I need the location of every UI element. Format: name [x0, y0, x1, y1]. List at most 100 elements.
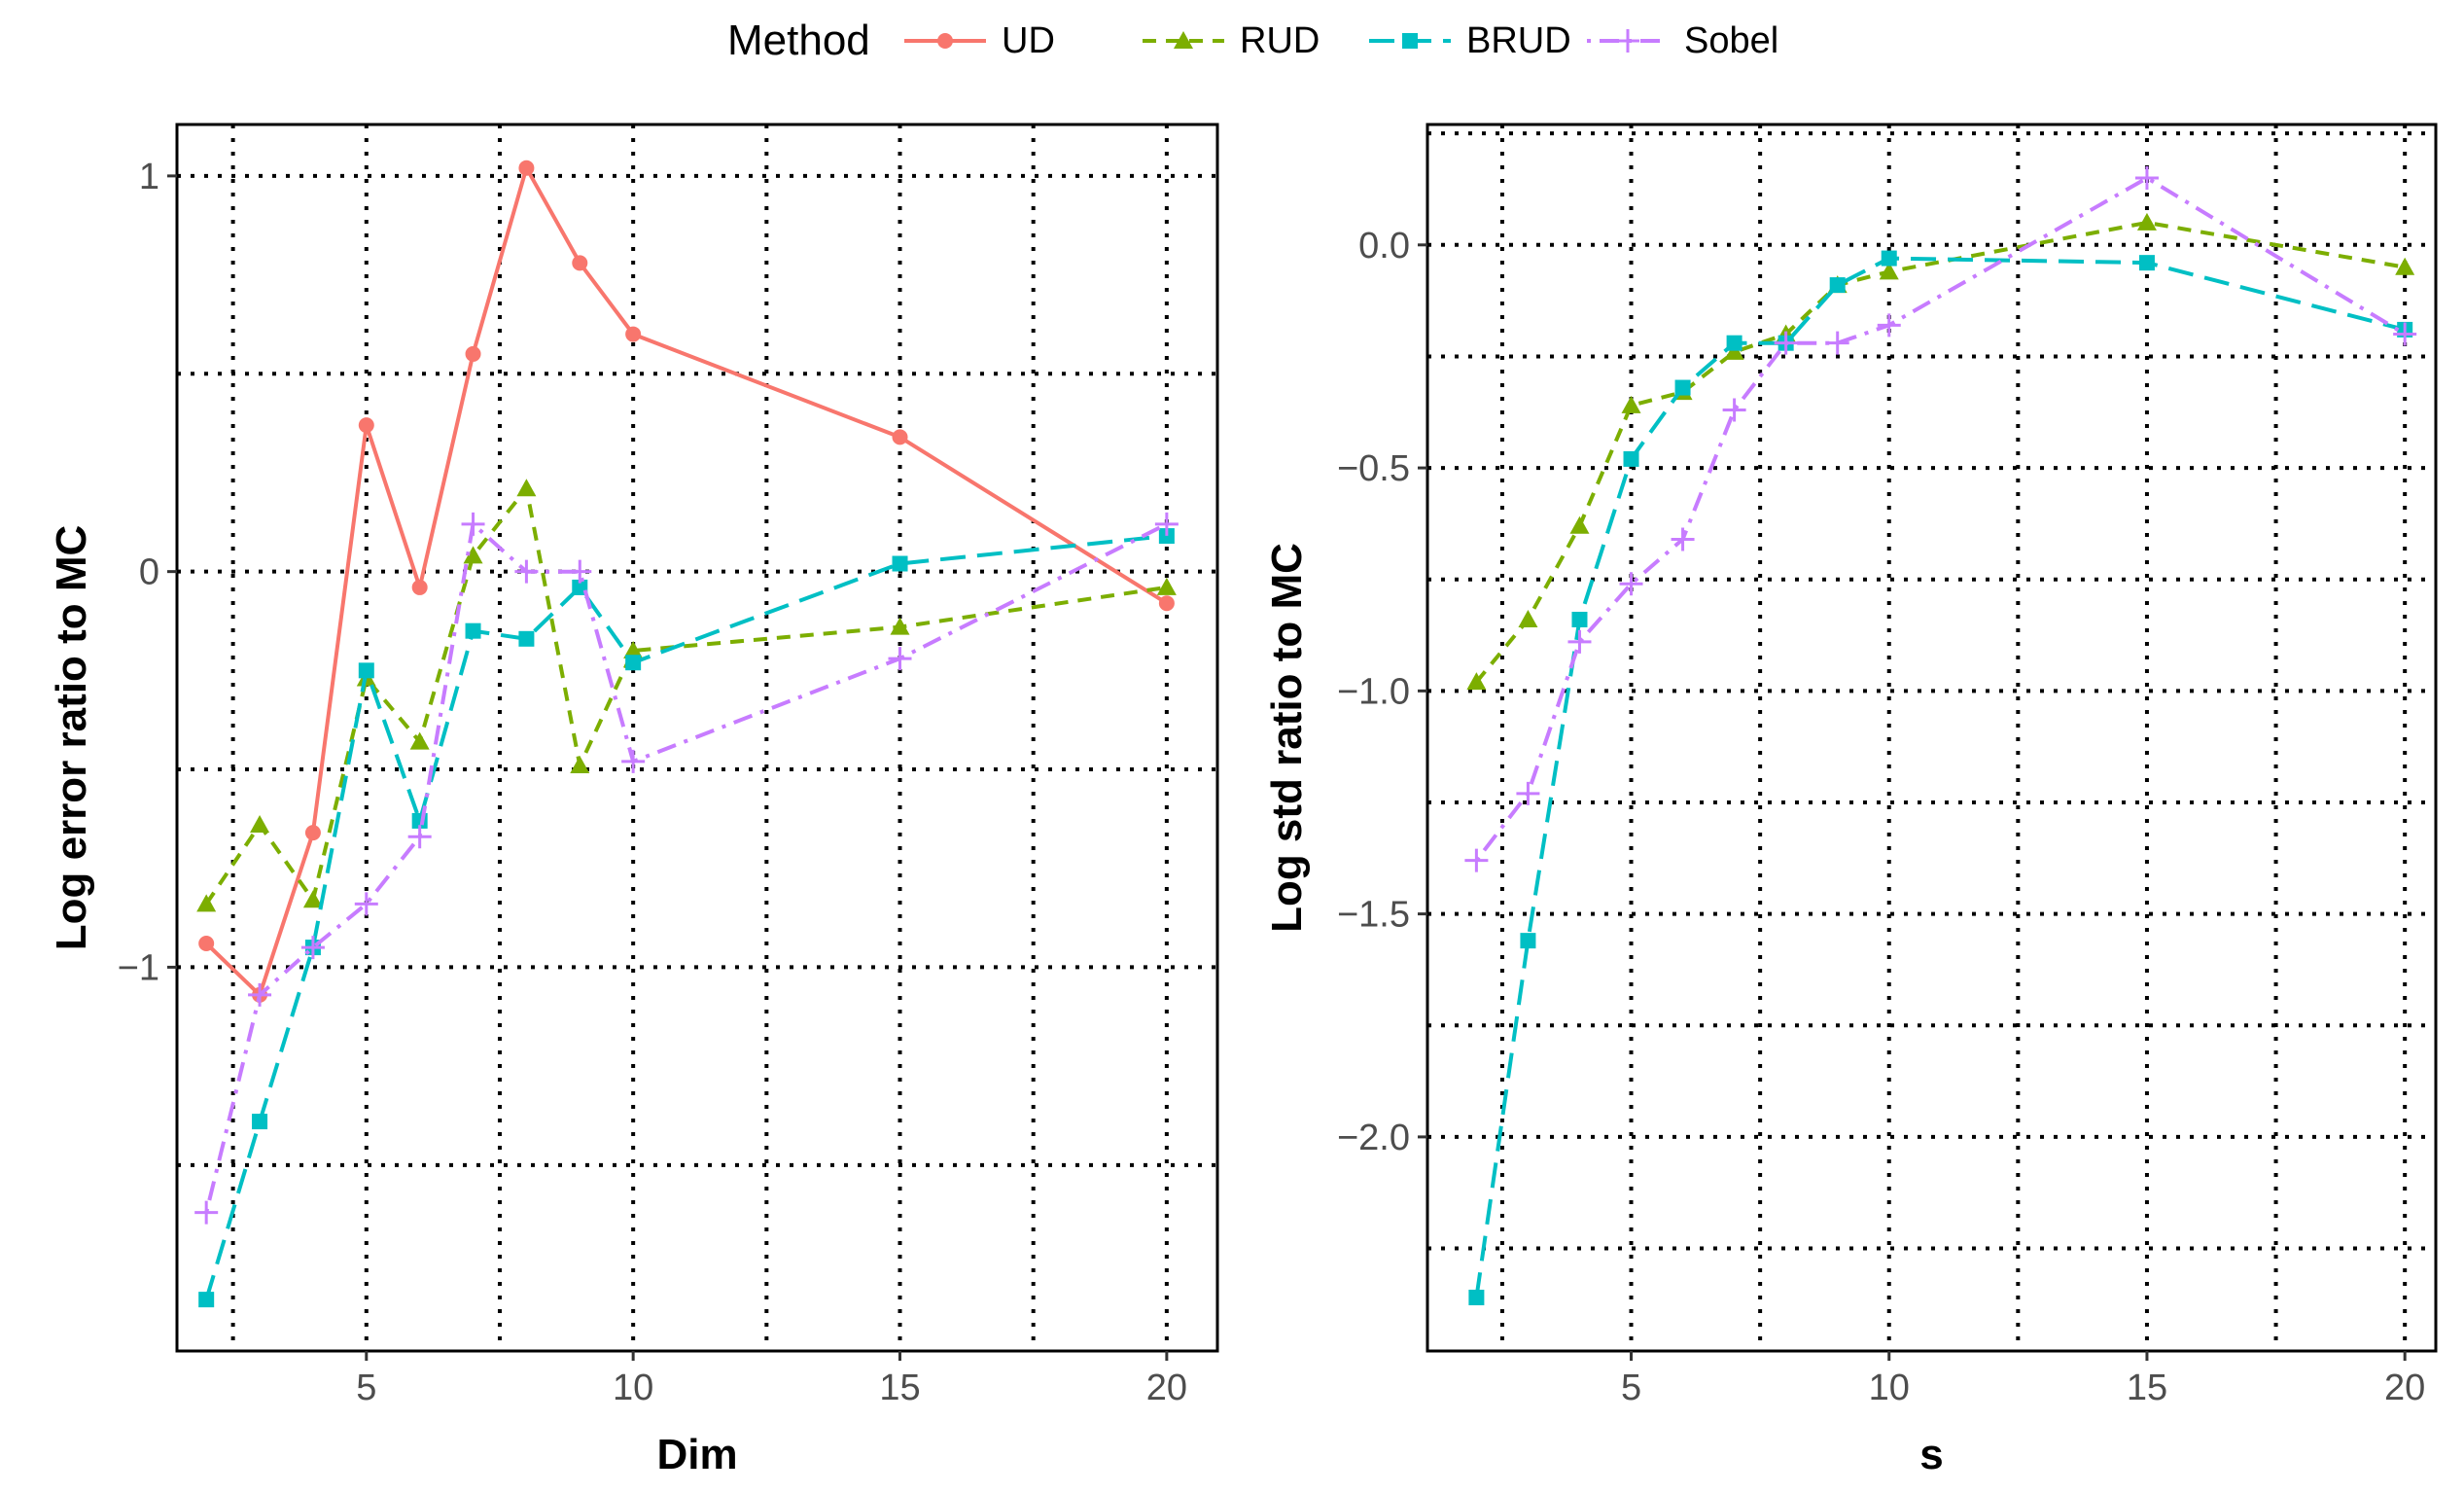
- data-point-rud: [302, 890, 323, 908]
- data-point-sobel: [888, 647, 912, 671]
- data-point-brud: [358, 662, 374, 679]
- data-point-sobel: [354, 892, 378, 916]
- data-point-brud: [1468, 1289, 1485, 1305]
- y-tick-label: −1: [118, 947, 159, 988]
- data-point-ud: [625, 326, 642, 342]
- data-point-rud: [1569, 515, 1590, 534]
- data-point-ud: [304, 825, 321, 841]
- data-point-sobel: [1567, 629, 1592, 654]
- data-point-rud: [1621, 395, 1641, 413]
- series-group: [194, 160, 1179, 1308]
- legend-label-brud: BRUD: [1466, 20, 1571, 61]
- x-tick-label: 5: [356, 1368, 376, 1408]
- data-point-sobel: [621, 749, 646, 773]
- series-brud: [198, 528, 1175, 1308]
- data-point-sobel: [1877, 313, 1901, 338]
- panel-1: 5 10 15 20 −1 0 1 Dim Log error ratio to MC: [48, 123, 1219, 1478]
- data-point-sobel: [1619, 572, 1643, 596]
- data-point-brud: [1674, 379, 1691, 396]
- data-point-rud: [1518, 609, 1538, 627]
- data-point-rud: [409, 731, 430, 750]
- series-line-sobel: [1474, 176, 2407, 862]
- y-tick-label: −0.5: [1337, 448, 1410, 489]
- series-line-ud: [204, 165, 1168, 997]
- data-point-sobel: [1516, 781, 1540, 805]
- x-axis-title: Dim: [656, 1431, 737, 1478]
- y-tick-label: −1.0: [1337, 671, 1410, 712]
- gridlines: [1427, 124, 2436, 1351]
- legend-marker-ud: [937, 33, 953, 49]
- data-point-ud: [465, 345, 481, 362]
- data-point-sobel: [514, 559, 539, 584]
- legend-label-rud: RUD: [1240, 20, 1320, 61]
- data-point-sobel: [2393, 322, 2417, 346]
- series-ud: [198, 160, 1175, 1003]
- y-axis-title: Log error ratio to MC: [48, 525, 95, 951]
- gridlines: [177, 124, 1217, 1351]
- data-point-brud: [1829, 277, 1846, 294]
- data-point-sobel: [407, 825, 432, 849]
- y-tick-label: −1.5: [1337, 895, 1410, 936]
- data-point-sobel: [1825, 331, 1849, 355]
- y-tick-label: 1: [139, 157, 159, 197]
- data-point-ud: [198, 936, 215, 952]
- y-tick-label: 0: [139, 552, 159, 593]
- data-point-ud: [411, 579, 428, 595]
- data-point-sobel: [194, 1200, 219, 1225]
- y-tick-label: −2.0: [1337, 1118, 1410, 1158]
- data-point-rud: [1156, 577, 1177, 595]
- legend-marker-rud: [1174, 31, 1193, 49]
- data-point-brud: [1726, 335, 1742, 351]
- series-sobel: [1464, 166, 2417, 872]
- legend-marker-sobel: [1616, 29, 1639, 53]
- legend-label-ud: UD: [1002, 20, 1055, 61]
- data-point-rud: [463, 546, 483, 564]
- data-point-rud: [2395, 257, 2415, 275]
- series-line-sobel: [204, 521, 1168, 1214]
- data-point-brud: [2138, 255, 2155, 271]
- data-point-brud: [465, 622, 481, 639]
- plot-frame: [1426, 123, 2438, 1353]
- data-point-ud: [518, 160, 535, 176]
- legend-label-sobel: Sobel: [1684, 20, 1778, 61]
- data-point-ud: [892, 429, 908, 445]
- data-point-sobel: [2134, 166, 2159, 191]
- x-tick-label: 20: [1146, 1368, 1187, 1408]
- series-rud: [196, 479, 1177, 912]
- legend-marker-brud: [1402, 33, 1418, 49]
- data-point-brud: [625, 655, 642, 671]
- data-point-ud: [1158, 595, 1175, 612]
- legend-item-sobel: Sobel: [1587, 20, 1778, 61]
- x-axis-title: s: [1919, 1431, 1943, 1478]
- data-point-sobel: [461, 512, 485, 536]
- plot-frame: [175, 123, 1219, 1353]
- series-group: [1464, 166, 2417, 1305]
- series-sobel: [194, 512, 1179, 1225]
- x-tick-label: 15: [879, 1368, 920, 1408]
- data-point-rud: [1466, 672, 1487, 691]
- data-point-brud: [892, 555, 908, 572]
- data-point-brud: [198, 1292, 215, 1308]
- data-point-rud: [2136, 212, 2157, 231]
- series-line-brud: [1474, 256, 2406, 1298]
- data-point-rud: [890, 617, 910, 635]
- x-tick-label: 20: [2384, 1368, 2425, 1408]
- legend-item-rud: RUD: [1143, 20, 1320, 61]
- data-point-sobel: [1671, 527, 1695, 551]
- data-point-sobel: [1722, 398, 1746, 422]
- data-point-brud: [252, 1114, 268, 1130]
- data-point-brud: [1158, 528, 1175, 545]
- y-axis-title: Log std ratio to MC: [1263, 543, 1311, 933]
- series-line-rud: [1474, 220, 2406, 684]
- data-point-rud: [516, 479, 537, 497]
- legend: Method UD RUD BRUD Sobel: [727, 17, 1778, 64]
- x-tick-label: 15: [2127, 1368, 2167, 1408]
- data-point-brud: [1520, 933, 1536, 949]
- data-point-rud: [623, 641, 644, 659]
- data-point-sobel: [248, 982, 272, 1007]
- data-point-rud: [1879, 262, 1899, 280]
- data-point-brud: [518, 630, 535, 647]
- data-point-ud: [572, 255, 588, 271]
- data-point-sobel: [568, 559, 592, 584]
